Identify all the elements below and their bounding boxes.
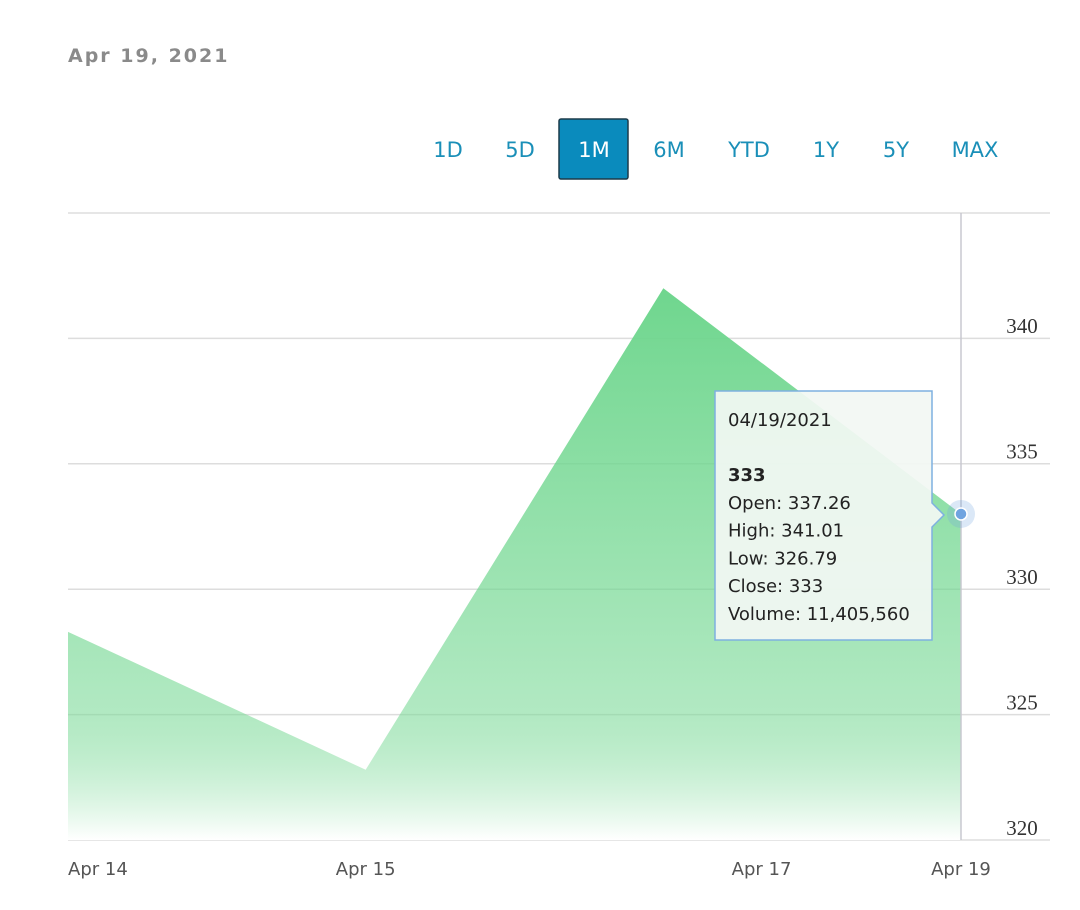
- date-header: Apr 19, 2021: [68, 45, 229, 67]
- tooltip-line: Volume: 11,405,560: [728, 604, 910, 625]
- range-button-label: 1Y: [813, 138, 839, 162]
- y-tick-label: 335: [1006, 440, 1038, 464]
- range-button[interactable]: 5D: [505, 138, 535, 162]
- range-button-label: 5D: [505, 138, 535, 162]
- x-tick-label: Apr 14: [68, 859, 128, 880]
- range-button-label: 1M: [578, 138, 609, 162]
- range-button-label: YTD: [727, 138, 770, 162]
- hover-point: [954, 507, 968, 521]
- tooltip-line: High: 341.01: [728, 521, 844, 542]
- y-tick-label: 340: [1006, 314, 1038, 338]
- range-button-label: MAX: [952, 138, 999, 162]
- range-button[interactable]: MAX: [952, 138, 999, 162]
- range-button[interactable]: 1Y: [813, 138, 839, 162]
- range-button-bg: [558, 118, 629, 180]
- x-tick-label: Apr 15: [336, 859, 396, 880]
- tooltip-value: 333: [728, 465, 766, 486]
- y-tick-label: 330: [1006, 565, 1038, 589]
- tooltip-line: Close: 333: [728, 576, 823, 597]
- range-button[interactable]: 1D: [433, 138, 463, 162]
- range-button[interactable]: 5Y: [883, 138, 909, 162]
- x-tick-label: Apr 19: [931, 859, 991, 880]
- tooltip-line: Open: 337.26: [728, 493, 851, 514]
- range-button[interactable]: YTD: [727, 138, 770, 162]
- range-button-label: 1D: [433, 138, 463, 162]
- range-button-label: 6M: [653, 138, 684, 162]
- range-button[interactable]: 1M: [558, 118, 629, 180]
- range-button-label: 5Y: [883, 138, 909, 162]
- tooltip-box: [714, 390, 946, 641]
- range-button[interactable]: 6M: [653, 138, 684, 162]
- tooltip: 04/19/2021 333 Open: 337.26 High: 341.01 Low…: [714, 390, 946, 641]
- x-tick-label: Apr 17: [732, 859, 792, 880]
- y-tick-label: 320: [1006, 816, 1038, 840]
- y-tick-label: 325: [1006, 690, 1038, 714]
- tooltip-date: 04/19/2021: [728, 410, 832, 431]
- tooltip-line: Low: 326.79: [728, 548, 837, 569]
